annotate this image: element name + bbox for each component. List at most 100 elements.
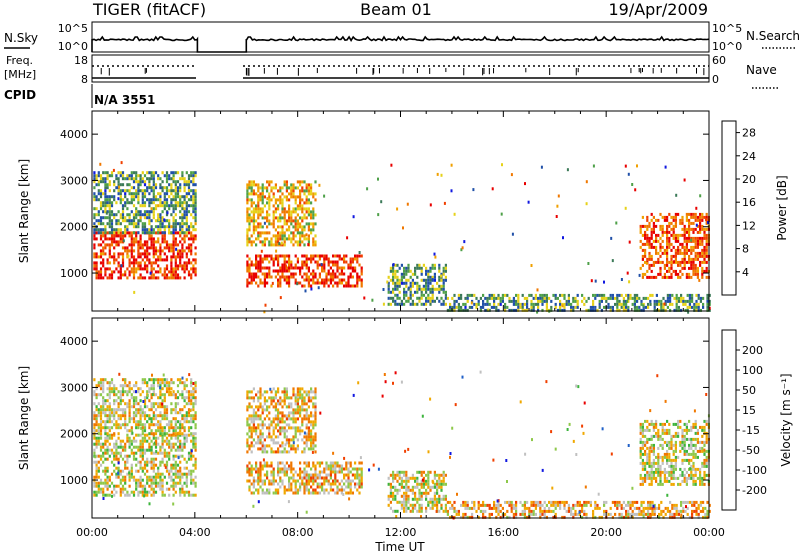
velocity-echo-cell — [106, 408, 109, 412]
power-echo-cell — [685, 215, 688, 219]
velocity-echo-cell — [161, 417, 164, 421]
velocity-echo-cell — [150, 387, 153, 391]
power-echo-cell — [501, 299, 504, 303]
velocity-echo-cell — [117, 426, 120, 430]
power-echo-cell — [146, 258, 149, 262]
velocity-echo-cell — [126, 457, 129, 461]
power-echo-cell — [658, 308, 661, 312]
power-echo-cell — [403, 287, 406, 291]
power-echo-cell — [124, 216, 127, 220]
velocity-echo-cell — [266, 476, 269, 480]
velocity-echo-cell — [307, 488, 310, 492]
power-echo-cell — [655, 239, 658, 243]
power-echo-cell — [285, 198, 288, 202]
power-echo-cell — [683, 263, 686, 267]
velocity-echo-cell — [159, 460, 162, 464]
power-echo-cell — [266, 272, 269, 276]
power-echo-cell — [99, 162, 102, 166]
power-echo-cell — [453, 302, 456, 306]
power-echo-cell — [310, 272, 313, 276]
power-echo-cell — [696, 239, 699, 243]
velocity-echo-cell — [310, 396, 313, 400]
power-echo-cell — [279, 198, 282, 202]
power-echo-cell — [702, 296, 705, 300]
velocity-echo-cell — [119, 408, 122, 412]
velocity-echo-cell — [113, 484, 116, 488]
power-echo-cell — [303, 201, 306, 205]
power-echo-cell — [296, 195, 299, 199]
velocity-echo-cell — [266, 470, 269, 474]
velocity-echo-cell — [327, 479, 330, 483]
power-echo-cell — [515, 299, 518, 303]
power-echo-cell — [113, 258, 116, 262]
power-echo-cell — [161, 240, 164, 244]
power-echo-cell — [692, 227, 695, 231]
power-echo-cell — [292, 195, 295, 199]
power-echo-cell — [110, 219, 114, 223]
power-echo-cell — [688, 233, 691, 237]
power-echo-cell — [694, 269, 697, 273]
power-echo-cell — [532, 308, 535, 312]
power-echo-cell — [290, 266, 293, 270]
power-echo-cell — [250, 243, 253, 247]
power-echo-cell — [394, 299, 397, 303]
power-echo-cell — [294, 278, 297, 282]
power-echo-cell — [545, 296, 548, 300]
power-echo-cell — [539, 293, 542, 297]
power-echo-cell — [248, 228, 251, 232]
power-echo-cell — [270, 186, 273, 190]
power-echo-cell — [418, 266, 421, 270]
power-echo-cell — [183, 267, 186, 271]
power-echo-cell — [126, 276, 129, 280]
velocity-echo-cell — [159, 478, 162, 482]
velocity-echo-cell — [272, 476, 275, 480]
power-echo-cell — [97, 219, 100, 223]
power-echo-cell — [530, 299, 533, 303]
velocity-echo-cell — [246, 417, 249, 421]
velocity-echo-cell — [119, 472, 122, 476]
power-echo-cell — [703, 227, 706, 231]
velocity-echo-cell — [172, 408, 175, 412]
velocity-echo-cell — [277, 402, 280, 406]
power-echo-cell — [93, 234, 96, 238]
power-echo-cell — [565, 302, 568, 306]
velocity-echo-cell — [170, 408, 173, 412]
velocity-echo-cell — [277, 408, 280, 412]
power-echo-cell — [303, 234, 306, 238]
velocity-echo-cell — [360, 473, 363, 477]
velocity-echo-cell — [115, 387, 118, 391]
velocity-echo-cell — [121, 475, 125, 479]
velocity-echo-cell — [299, 405, 302, 409]
velocity-echo-cell — [303, 467, 306, 471]
power-echo-cell — [190, 231, 193, 235]
power-echo-cell — [314, 272, 317, 276]
velocity-echo-cell — [296, 396, 299, 400]
velocity-echo-cell — [283, 429, 286, 433]
velocity-echo-cell — [183, 466, 186, 470]
power-echo-cell — [176, 180, 180, 184]
power-echo-cell — [168, 246, 171, 250]
power-echo-cell — [157, 264, 160, 268]
velocity-echo-cell — [272, 450, 275, 454]
power-echo-cell — [150, 174, 153, 178]
power-echo-cell — [154, 204, 158, 208]
power-echo-cell — [607, 305, 610, 309]
power-echo-cell — [246, 195, 249, 199]
power-echo-cell — [190, 273, 193, 277]
power-echo-cell — [263, 272, 266, 276]
velocity-echo-cell — [110, 390, 114, 394]
power-echo-cell — [683, 239, 686, 243]
velocity-echo-cell — [106, 475, 109, 479]
power-echo-cell — [274, 216, 277, 220]
power-echo-cell — [139, 216, 142, 220]
power-echo-cell — [305, 210, 308, 214]
power-echo-cell — [648, 266, 651, 270]
power-echo-cell — [132, 198, 136, 202]
power-echo-cell — [649, 302, 652, 306]
velocity-echo-cell — [146, 439, 149, 443]
power-colorbar-tick-label: 4 — [742, 266, 749, 279]
power-echo-cell — [281, 254, 284, 258]
velocity-echo-cell — [263, 417, 266, 421]
power-echo-cell — [358, 263, 361, 267]
